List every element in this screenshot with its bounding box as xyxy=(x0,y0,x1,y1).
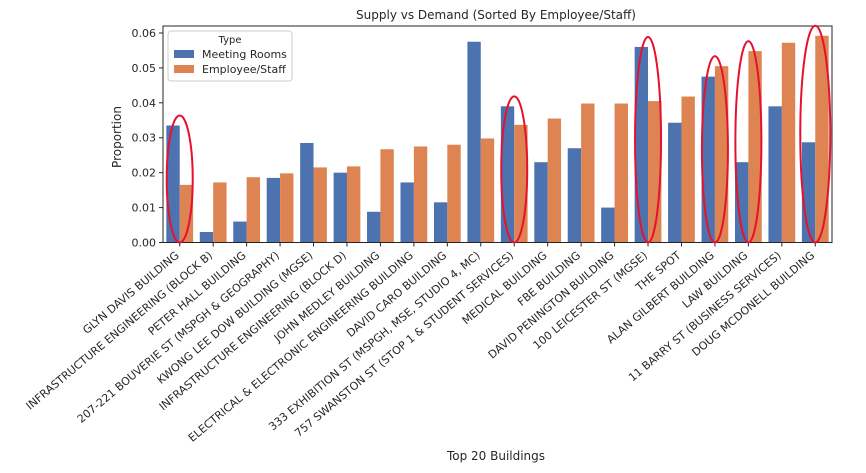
bar-employee-staff xyxy=(380,149,394,243)
bar-employee-staff xyxy=(714,66,729,243)
chart-title: Supply vs Demand (Sorted By Employee/Sta… xyxy=(356,8,636,22)
bar-employee-staff xyxy=(447,144,461,243)
bar-employee-staff xyxy=(246,177,261,243)
y-tick-label: 0.04 xyxy=(132,97,157,110)
highlight-ellipse xyxy=(634,35,663,244)
legend-item-label: Meeting Rooms xyxy=(202,48,287,61)
legend-swatch xyxy=(174,50,194,58)
highlight-annotations xyxy=(165,24,832,244)
bar-meeting-rooms xyxy=(467,41,481,243)
y-tick-label: 0.00 xyxy=(132,237,157,250)
bar-employee-staff xyxy=(614,103,628,243)
bar-employee-staff xyxy=(547,118,562,243)
bar-employee-staff xyxy=(213,182,227,243)
highlight-ellipse xyxy=(799,24,832,244)
legend-title: Type xyxy=(218,35,242,46)
bar-meeting-rooms xyxy=(601,207,615,243)
bar-meeting-rooms xyxy=(801,142,816,243)
bar-meeting-rooms xyxy=(367,211,381,243)
bar-employee-staff xyxy=(280,173,294,243)
bar-meeting-rooms xyxy=(300,142,314,243)
bar-meeting-rooms xyxy=(734,162,749,243)
highlight-ellipse xyxy=(700,55,729,244)
bar-employee-staff xyxy=(781,42,796,243)
y-axis: 0.00 0.01 0.02 0.03 0.04 0.05 0.06 xyxy=(132,27,163,250)
legend-box xyxy=(167,30,293,82)
highlight-ellipse xyxy=(500,95,529,244)
bar-employee-staff xyxy=(748,51,762,243)
bar-employee-staff xyxy=(648,101,662,243)
bar-employee-staff xyxy=(480,138,495,243)
bar-employee-staff xyxy=(413,146,428,243)
bar-employee-staff xyxy=(681,96,695,243)
bars-layer xyxy=(166,35,829,243)
y-tick-label: 0.03 xyxy=(132,132,157,145)
y-tick-label: 0.05 xyxy=(132,62,157,75)
y-tick-label: 0.02 xyxy=(132,167,157,180)
y-tick-label: 0.01 xyxy=(132,202,157,215)
bar-employee-staff xyxy=(313,167,327,243)
highlight-ellipse xyxy=(165,114,194,244)
bar-meeting-rooms xyxy=(668,122,682,243)
bar-meeting-rooms xyxy=(400,182,414,243)
bar-meeting-rooms xyxy=(534,162,548,243)
bar-meeting-rooms xyxy=(266,177,281,243)
bar-meeting-rooms xyxy=(233,221,247,243)
bar-employee-staff xyxy=(346,166,361,243)
legend[interactable]: Type Meeting Rooms Employee/Staff xyxy=(167,30,293,82)
bar-meeting-rooms xyxy=(567,148,582,243)
bar-meeting-rooms xyxy=(634,46,649,243)
highlight-ellipse xyxy=(734,40,763,244)
bar-meeting-rooms xyxy=(433,202,448,243)
bar-employee-staff xyxy=(815,35,829,243)
bar-employee-staff xyxy=(581,103,595,243)
plot-frame xyxy=(162,25,833,243)
bar-meeting-rooms xyxy=(768,106,782,243)
bar-employee-staff xyxy=(179,184,194,243)
y-tick-label: 0.06 xyxy=(132,27,157,40)
y-axis-label: Proportion xyxy=(110,106,124,168)
bar-meeting-rooms xyxy=(199,232,214,243)
legend-item-label: Employee/Staff xyxy=(202,63,286,76)
x-axis-label: Top 20 Buildings xyxy=(446,449,545,463)
bar-meeting-rooms xyxy=(333,172,347,243)
legend-swatch xyxy=(174,65,194,73)
